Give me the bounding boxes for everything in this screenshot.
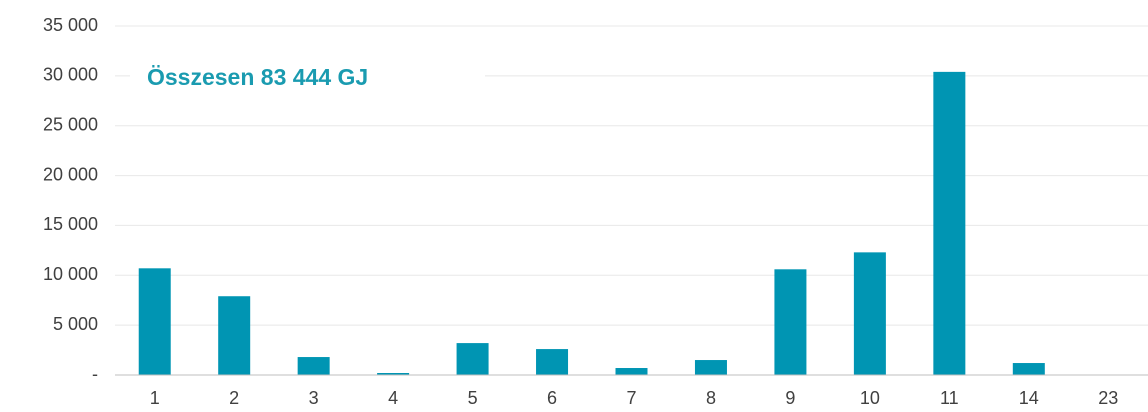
bar bbox=[138, 268, 171, 375]
x-tick-label: 9 bbox=[785, 388, 795, 408]
annotation: Összesen 83 444 GJ bbox=[147, 64, 368, 90]
bar bbox=[536, 349, 569, 375]
x-tick-label: 5 bbox=[468, 388, 478, 408]
x-tick-label: 10 bbox=[860, 388, 880, 408]
y-tick-label: 25 000 bbox=[43, 114, 98, 134]
bar bbox=[853, 252, 886, 375]
x-tick-label: 4 bbox=[388, 388, 398, 408]
y-tick-label: 20 000 bbox=[43, 164, 98, 184]
bar bbox=[1012, 363, 1045, 375]
bar bbox=[218, 296, 251, 375]
y-tick-label: 10 000 bbox=[43, 264, 98, 284]
annotation-box bbox=[130, 58, 485, 98]
y-tick-label: 5 000 bbox=[53, 314, 98, 334]
y-tick-label: - bbox=[92, 364, 98, 384]
bar bbox=[694, 360, 727, 375]
x-tick-label: 2 bbox=[229, 388, 239, 408]
bar bbox=[615, 368, 648, 375]
bar bbox=[297, 357, 330, 375]
y-tick-label: 30 000 bbox=[43, 65, 98, 85]
x-tick-label: 14 bbox=[1019, 388, 1039, 408]
bar bbox=[933, 71, 966, 376]
x-tick-label: 6 bbox=[547, 388, 557, 408]
x-tick-label: 8 bbox=[706, 388, 716, 408]
x-tick-label: 3 bbox=[309, 388, 319, 408]
x-tick-label: 23 bbox=[1098, 388, 1118, 408]
bar bbox=[456, 343, 489, 375]
bar bbox=[774, 269, 807, 375]
x-tick-label: 1 bbox=[150, 388, 160, 408]
x-tick-label: 7 bbox=[626, 388, 636, 408]
bar bbox=[377, 373, 410, 375]
y-tick-label: 15 000 bbox=[43, 214, 98, 234]
x-tick-label: 11 bbox=[940, 388, 959, 408]
y-tick-label: 35 000 bbox=[43, 15, 98, 35]
